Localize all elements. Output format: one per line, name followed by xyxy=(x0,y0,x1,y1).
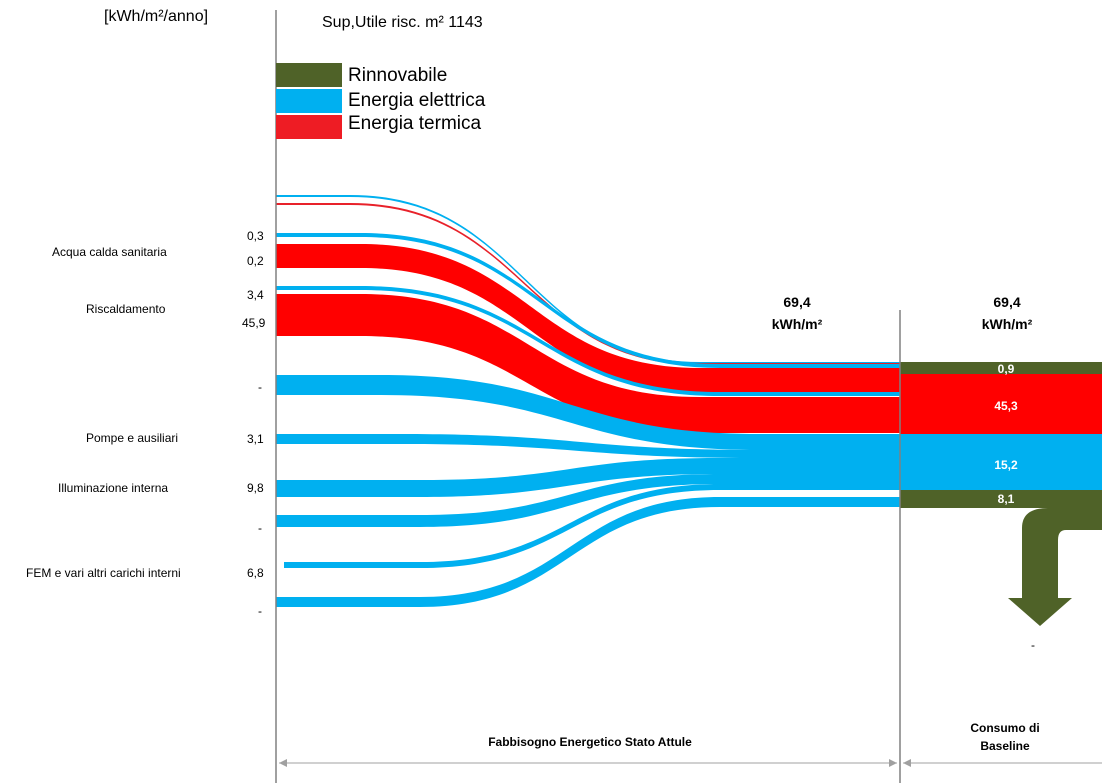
flow-band-elettrica xyxy=(276,474,900,527)
value-label: 9,8 xyxy=(247,481,264,495)
total-consumo-unit: kWh/m² xyxy=(981,316,1033,332)
export-value: - xyxy=(1031,638,1035,652)
flow-band-elettrica xyxy=(276,458,900,497)
legend-swatch-rinnovabile xyxy=(276,63,342,87)
baseline-segment-label: 8,1 xyxy=(997,492,1015,506)
value-label: 45,9 xyxy=(242,316,266,330)
baseline-segment xyxy=(900,434,1102,490)
legend-label-elettrica: Energia elettrica xyxy=(348,90,486,111)
value-label: - xyxy=(258,521,262,535)
value-label: - xyxy=(258,604,262,618)
legend-swatch-termica xyxy=(276,115,342,139)
category-label-illuminazione: Illuminazione interna xyxy=(58,481,169,495)
footer-fabbisogno-label: Fabbisogno Energetico Stato Attule xyxy=(488,735,692,749)
footer-consumo-label-2: Baseline xyxy=(980,739,1030,753)
legend-swatch-elettrica xyxy=(276,89,342,113)
arrow-head-icon xyxy=(903,759,911,767)
value-label: 6,8 xyxy=(247,566,264,580)
unit-label: [kWh/m²/anno] xyxy=(104,8,209,25)
legend-label-rinnovabile: Rinnovabile xyxy=(348,65,448,86)
value-label: - xyxy=(258,380,262,394)
category-label-riscaldamento: Riscaldamento xyxy=(86,302,166,316)
total-fabbisogno-unit: kWh/m² xyxy=(771,316,823,332)
category-label-pompe: Pompe e ausiliari xyxy=(86,431,179,445)
baseline-segment-label: 0,9 xyxy=(997,362,1015,376)
surface-label: Sup,Utile risc. m² 1143 xyxy=(322,14,483,31)
flow-band-elettrica xyxy=(276,195,900,364)
total-consumo-value: 69,4 xyxy=(993,294,1021,310)
baseline-segment xyxy=(900,362,1102,374)
flow-band-termica xyxy=(276,294,900,433)
value-label: 3,4 xyxy=(247,288,264,302)
category-label-fem: FEM e vari altri carichi interni xyxy=(26,566,181,580)
baseline-segment-label: 45,3 xyxy=(994,399,1018,413)
baseline-segment-label: 15,2 xyxy=(994,458,1018,472)
flow-band-termica xyxy=(276,203,900,365)
arrow-head-icon xyxy=(279,759,287,767)
flow-band-elettrica xyxy=(276,434,900,458)
category-label-acs: Acqua calda sanitaria xyxy=(52,245,167,259)
flow-band-elettrica xyxy=(276,375,900,450)
total-fabbisogno-value: 69,4 xyxy=(783,294,811,310)
baseline-segment xyxy=(900,374,1102,434)
flow-layer xyxy=(276,195,900,607)
arrow-head-icon xyxy=(889,759,897,767)
value-label: 0,2 xyxy=(247,254,264,268)
footer-consumo-label-1: Consumo di xyxy=(970,721,1040,735)
baseline-segment xyxy=(900,490,1102,508)
value-label: 3,1 xyxy=(247,432,264,446)
flow-band-termica xyxy=(276,244,900,392)
flow-band-elettrica xyxy=(276,497,900,607)
value-label: 0,3 xyxy=(247,229,264,243)
baseline-bar xyxy=(900,362,1102,626)
export-arrow xyxy=(1008,490,1102,626)
legend-label-termica: Energia termica xyxy=(348,113,482,134)
